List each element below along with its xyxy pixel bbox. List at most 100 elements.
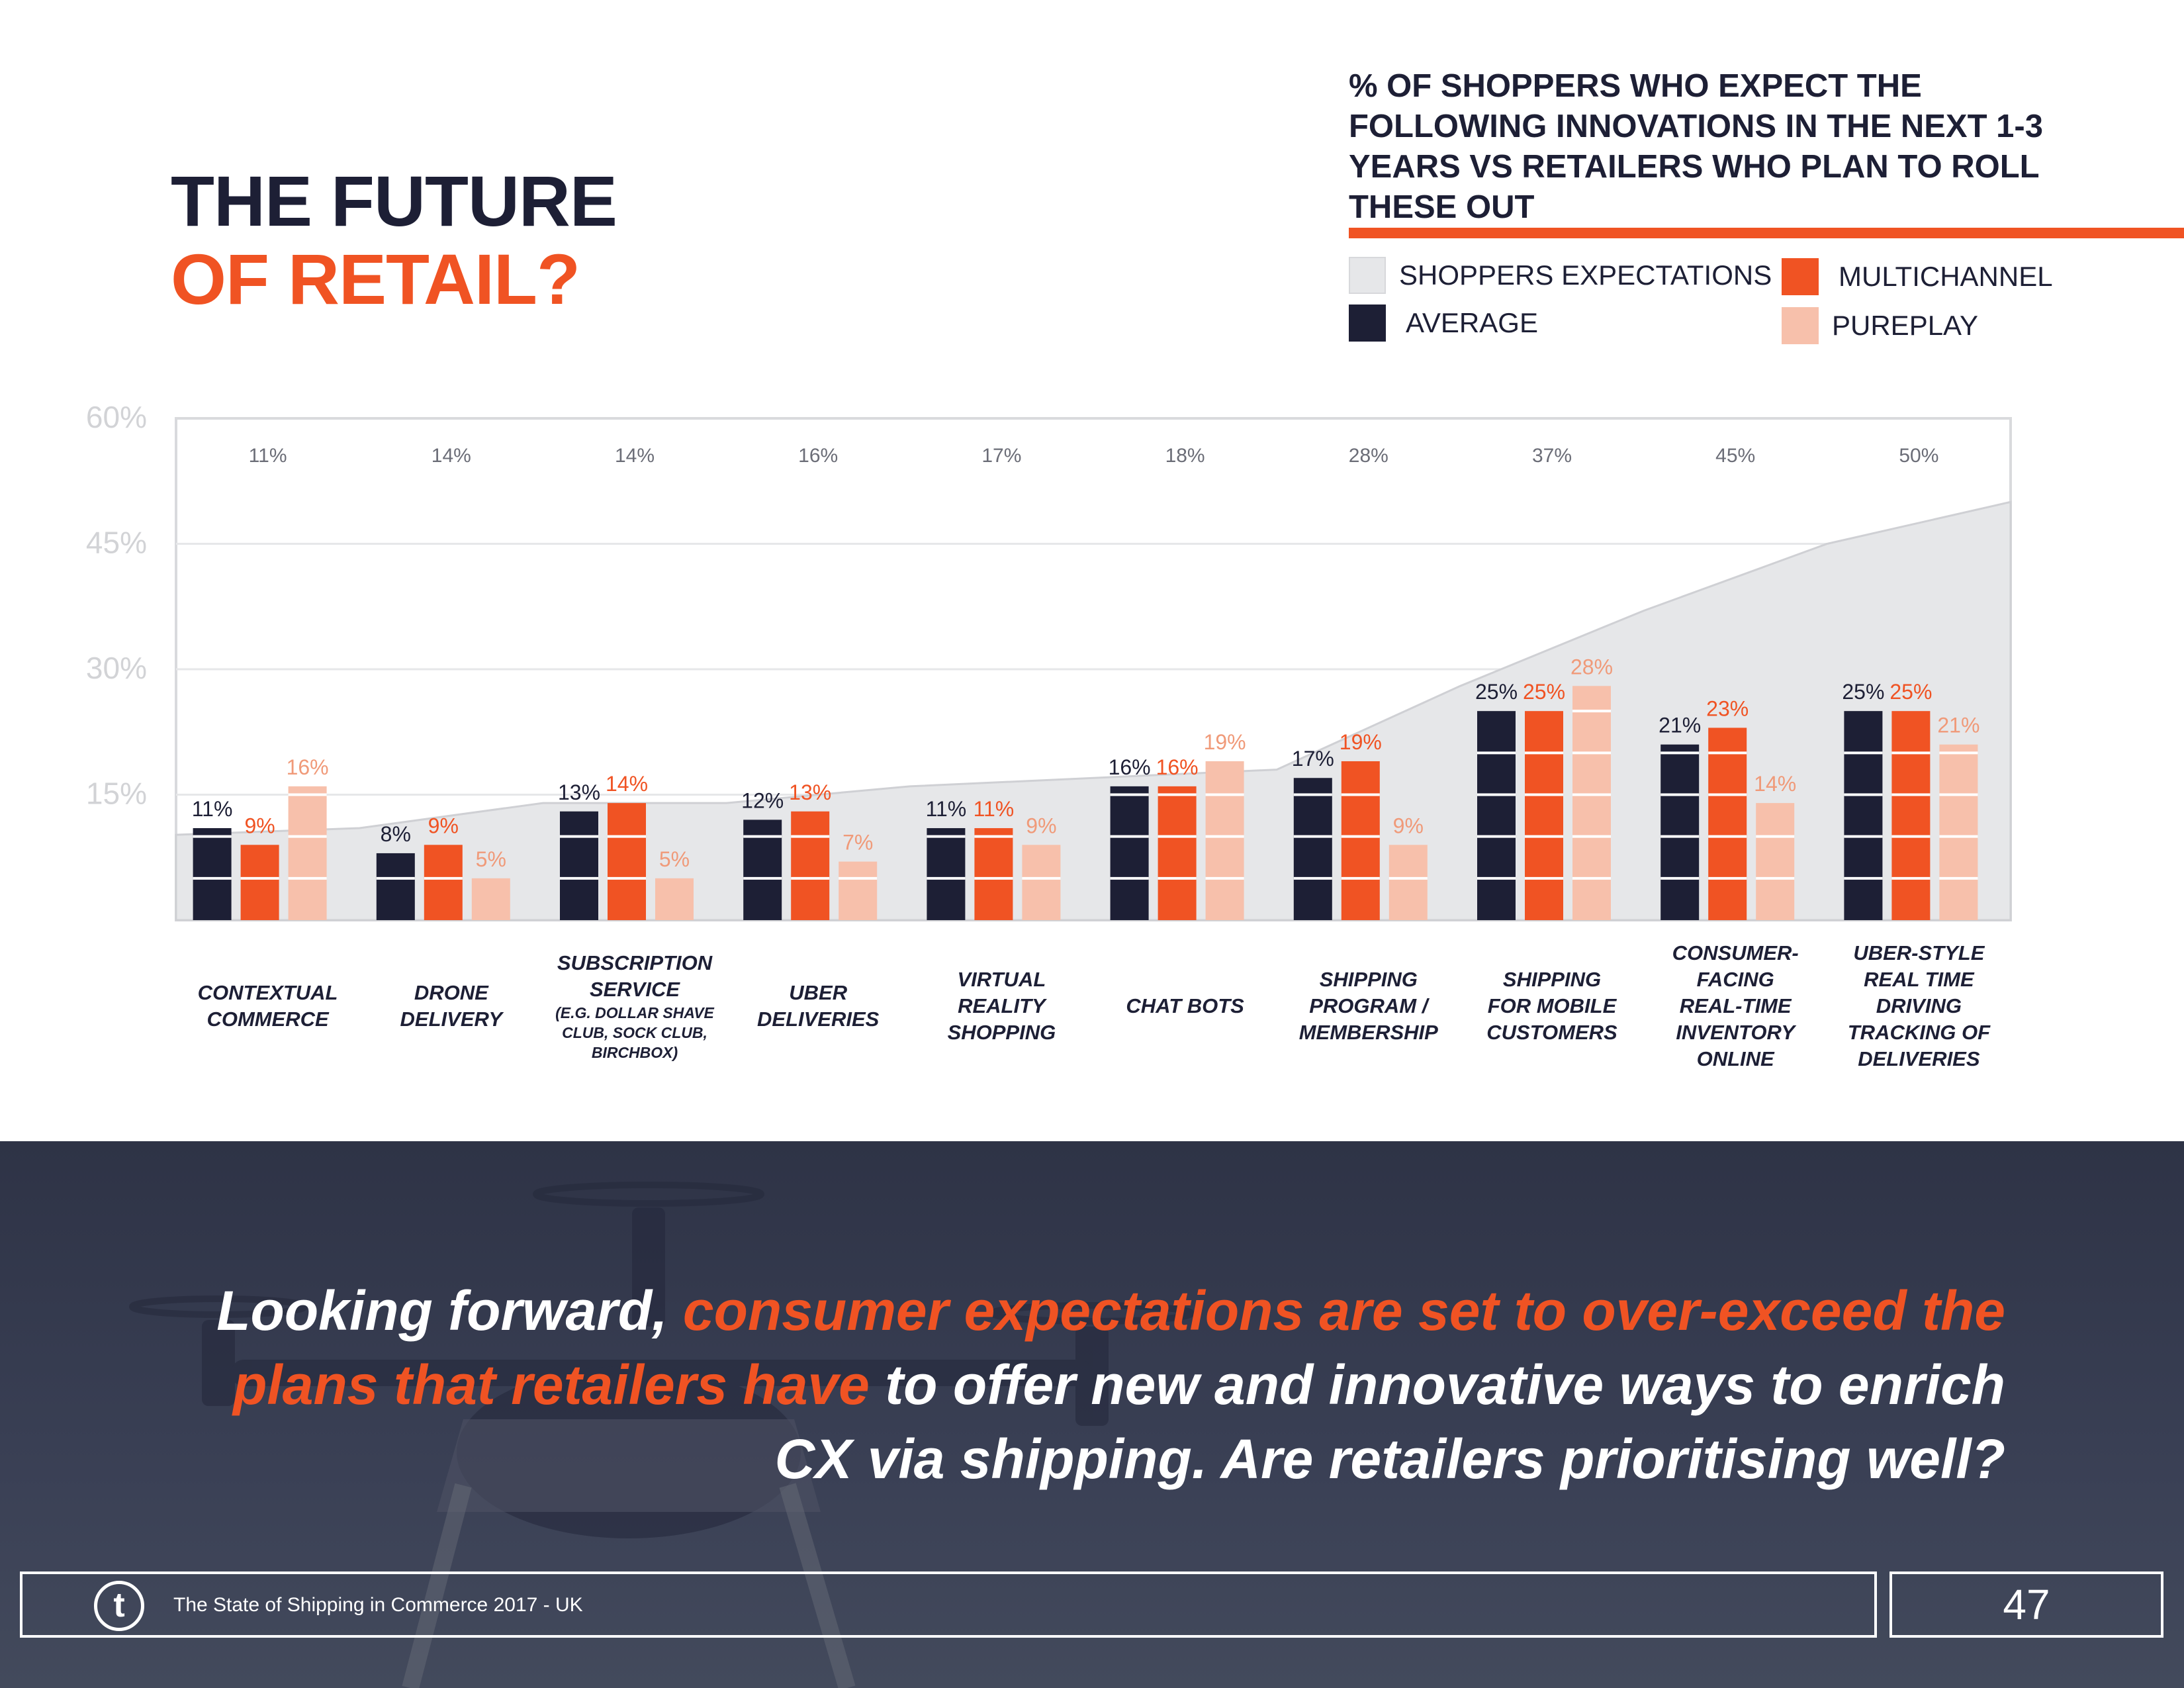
bar-value-label-average: 12% <box>741 788 784 812</box>
bar-multichannel <box>1341 761 1380 920</box>
legend-swatch-pureplay <box>1782 307 1819 344</box>
shoppers-value-label: 45% <box>1715 445 1755 467</box>
bar-multichannel <box>608 803 646 920</box>
bar-value-label-average: 25% <box>1842 680 1884 704</box>
bar-multichannel <box>974 828 1013 920</box>
legend-label-shoppers: SHOPPERS EXPECTATIONS <box>1399 259 1772 291</box>
shoppers-value-label: 50% <box>1899 445 1938 467</box>
category-label: SHIPPING PROGRAM / MEMBERSHIP <box>1298 968 1438 1044</box>
bar-value-label-multichannel: 9% <box>428 814 459 837</box>
shoppers-value-label: 14% <box>615 445 655 467</box>
y-tick-label: 15% <box>86 776 147 811</box>
bar-value-label-pureplay: 28% <box>1570 655 1613 679</box>
category-label: SUBSCRIPTION SERVICE (E.G. DOLLAR SHAVE CLU… <box>555 951 714 1061</box>
bar-multichannel <box>791 811 830 920</box>
bar-pureplay <box>1022 845 1061 920</box>
bar-value-label-pureplay: 14% <box>1754 772 1796 796</box>
legend-multichannel: MULTICHANNEL <box>1782 258 2053 295</box>
shoppers-value-label: 16% <box>798 445 838 467</box>
bar-value-label-pureplay: 5% <box>659 847 690 871</box>
bar-pureplay <box>655 878 694 920</box>
category-label: VIRTUAL REALITY SHOPPING <box>947 968 1056 1044</box>
bar-value-label-pureplay: 21% <box>1937 714 1979 737</box>
footer-bar: t The State of Shipping in Commerce 2017… <box>20 1571 1877 1638</box>
category-label: UBER-STYLE REAL TIME DRIVING TRACKING OF DEL… <box>1847 941 1991 1070</box>
category-label: DRONE DELIVERY <box>400 981 503 1031</box>
bar-value-label-average: 13% <box>558 780 600 804</box>
bar-pureplay <box>471 878 510 920</box>
bar-value-label-multichannel: 16% <box>1156 755 1199 779</box>
quote-part-1: Looking forward, <box>216 1280 683 1342</box>
bar-value-label-pureplay: 9% <box>1026 814 1056 837</box>
bar-value-label-average: 11% <box>926 797 967 821</box>
legend-shoppers: SHOPPERS EXPECTATIONS <box>1349 257 1772 294</box>
bar-pureplay <box>1205 761 1244 920</box>
bar-value-label-multichannel: 19% <box>1340 730 1382 754</box>
legend-swatch-average <box>1349 305 1386 342</box>
bar-value-label-multichannel: 25% <box>1523 680 1565 704</box>
bar-average <box>376 853 415 920</box>
bar-value-label-pureplay: 7% <box>842 831 873 855</box>
bottom-banner: Looking forward, consumer expectations a… <box>0 1141 2184 1688</box>
bar-pureplay <box>288 786 327 920</box>
bar-value-label-multichannel: 11% <box>974 797 1015 821</box>
shoppers-value-label: 11% <box>249 445 287 467</box>
legend-label-average: AVERAGE <box>1406 307 1538 338</box>
bar-value-label-average: 8% <box>381 822 411 846</box>
bar-average <box>1110 786 1149 920</box>
bar-value-label-multichannel: 25% <box>1889 680 1932 704</box>
bar-average <box>560 811 598 920</box>
shoppers-value-label: 37% <box>1532 445 1572 467</box>
bar-average <box>193 828 232 920</box>
bar-pureplay <box>1388 845 1428 920</box>
legend-pureplay: PUREPLAY <box>1782 307 1978 344</box>
legend-label-pureplay: PUREPLAY <box>1832 310 1978 341</box>
shoppers-value-label: 14% <box>432 445 471 467</box>
heading-rule <box>1349 228 2184 238</box>
bar-average <box>1293 778 1332 920</box>
bar-value-label-average: 21% <box>1659 714 1701 737</box>
category-label: SHIPPING FOR MOBILE CUSTOMERS <box>1486 968 1617 1044</box>
bar-pureplay <box>1939 744 1978 920</box>
bar-value-label-pureplay: 9% <box>1393 814 1424 837</box>
bar-value-label-pureplay: 19% <box>1204 730 1246 754</box>
footer-text: The State of Shipping in Commerce 2017 -… <box>173 1594 583 1616</box>
bar-value-label-pureplay: 16% <box>287 755 329 779</box>
bar-multichannel <box>1708 727 1747 920</box>
page-number: 47 <box>1889 1571 2163 1638</box>
page-title: THE FUTURE OF RETAIL? <box>171 162 617 318</box>
legend-swatch-shoppers <box>1349 257 1386 294</box>
shoppers-value-label: 18% <box>1165 445 1205 467</box>
chart-heading: % OF SHOPPERS WHO EXPECT THE FOLLOWING I… <box>1349 68 2043 225</box>
quote-part-3: to offer new and innovative ways to enri… <box>774 1354 2005 1490</box>
quote-text: Looking forward, consumer expectations a… <box>152 1274 2005 1496</box>
legend-average: AVERAGE <box>1349 305 1538 342</box>
bar-average <box>743 820 782 920</box>
bar-multichannel <box>424 845 463 920</box>
bar-value-label-multichannel: 14% <box>606 772 648 796</box>
category-label: UBER DELIVERIES <box>757 981 880 1031</box>
bar-value-label-average: 17% <box>1292 747 1334 771</box>
title-line-2: OF RETAIL? <box>171 239 580 319</box>
quote-highlight: consumer expectations are set to over-ex… <box>233 1280 2005 1416</box>
bar-pureplay <box>1572 686 1611 920</box>
bar-average <box>1661 744 1700 920</box>
bar-average <box>1844 711 1883 920</box>
shoppers-value-label: 28% <box>1349 445 1388 467</box>
bar-multichannel <box>1891 711 1931 920</box>
drone-background-image <box>129 1182 1195 1688</box>
legend-swatch-multichannel <box>1782 258 1819 295</box>
bar-value-label-pureplay: 5% <box>476 847 506 871</box>
brand-logo-icon: t <box>94 1581 144 1631</box>
bar-pureplay <box>1756 803 1795 920</box>
category-label: CONSUMER- FACING REAL-TIME INVENTORY ONLINE <box>1672 941 1799 1070</box>
y-tick-label: 45% <box>86 526 147 560</box>
y-tick-label: 60% <box>86 400 147 434</box>
legend-label-multichannel: MULTICHANNEL <box>1839 261 2053 292</box>
shoppers-value-label: 17% <box>981 445 1021 467</box>
bar-multichannel <box>1525 711 1563 920</box>
bar-value-label-average: 16% <box>1109 755 1151 779</box>
bar-pureplay <box>839 861 878 920</box>
category-label: CONTEXTUAL COMMERCE <box>197 981 338 1031</box>
title-line-1: THE FUTURE <box>171 161 617 241</box>
